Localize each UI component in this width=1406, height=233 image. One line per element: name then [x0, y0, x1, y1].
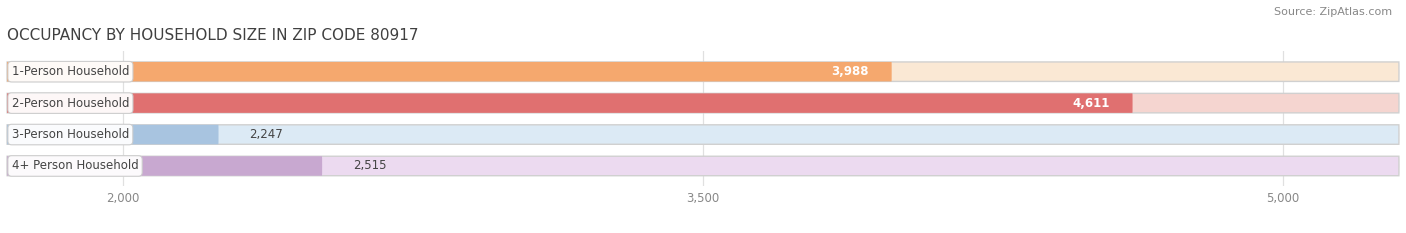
FancyBboxPatch shape	[7, 125, 1399, 144]
Text: Source: ZipAtlas.com: Source: ZipAtlas.com	[1274, 7, 1392, 17]
Text: 2-Person Household: 2-Person Household	[11, 97, 129, 110]
FancyBboxPatch shape	[7, 156, 1399, 176]
FancyBboxPatch shape	[7, 93, 1133, 113]
Text: 2,515: 2,515	[353, 159, 387, 172]
FancyBboxPatch shape	[7, 62, 891, 81]
Text: OCCUPANCY BY HOUSEHOLD SIZE IN ZIP CODE 80917: OCCUPANCY BY HOUSEHOLD SIZE IN ZIP CODE …	[7, 28, 419, 43]
Text: 3,988: 3,988	[831, 65, 869, 78]
Text: 4,611: 4,611	[1071, 97, 1109, 110]
Text: 2,247: 2,247	[249, 128, 283, 141]
FancyBboxPatch shape	[7, 93, 1399, 113]
FancyBboxPatch shape	[7, 62, 1399, 81]
Text: 4+ Person Household: 4+ Person Household	[11, 159, 138, 172]
Text: 3-Person Household: 3-Person Household	[11, 128, 129, 141]
FancyBboxPatch shape	[7, 125, 218, 144]
FancyBboxPatch shape	[7, 156, 322, 176]
Text: 1-Person Household: 1-Person Household	[11, 65, 129, 78]
